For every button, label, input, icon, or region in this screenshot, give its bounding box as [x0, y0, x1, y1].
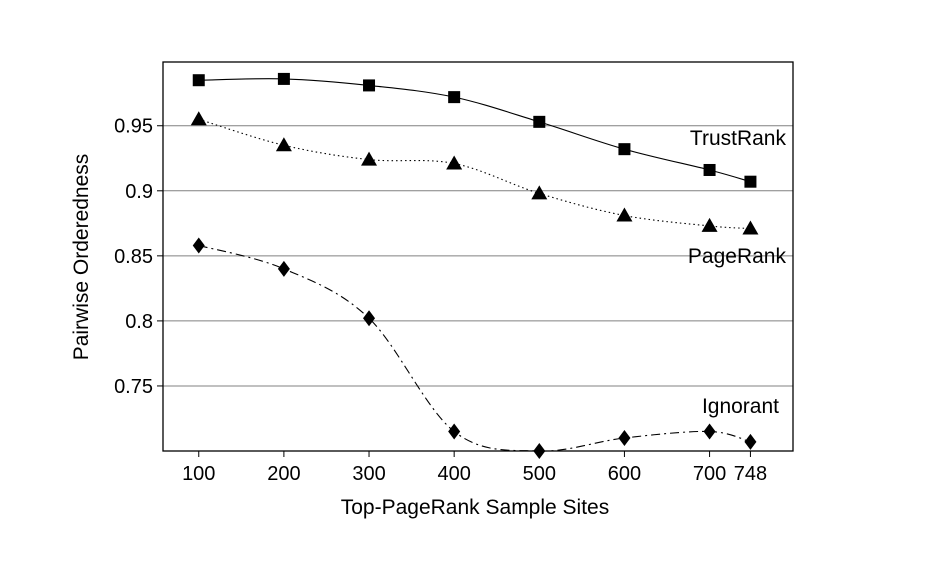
plot-area-border: [162, 61, 794, 452]
x-tick-label: 400: [437, 463, 470, 485]
y-tick-label: 0.95: [114, 116, 153, 138]
data-point-ignorant: [192, 237, 205, 254]
data-point-ignorant: [618, 429, 631, 446]
data-point-ignorant: [448, 423, 461, 440]
data-point-trustrank: [533, 115, 546, 128]
data-point-pagerank: [701, 217, 718, 232]
data-point-ignorant: [363, 310, 376, 327]
series-group: [190, 72, 759, 459]
data-point-pagerank: [616, 207, 633, 222]
y-axis-ticks: 0.75 0.8 0.85 0.9 0.95: [114, 116, 163, 398]
data-point-pagerank: [742, 220, 759, 235]
data-point-ignorant: [744, 433, 757, 450]
x-tick-label: 200: [267, 463, 300, 485]
series-label-pagerank: PageRank: [688, 245, 787, 268]
x-tick-label: 748: [734, 463, 767, 485]
data-point-trustrank: [703, 163, 716, 176]
x-tick-label: 100: [182, 463, 215, 485]
y-axis-title: Pairwise Orderedness: [70, 154, 93, 361]
data-point-pagerank: [361, 151, 378, 166]
x-axis-ticks: 100 200 300 400 500 600 700 748: [182, 451, 767, 485]
series-line-pagerank: [198, 118, 751, 230]
data-point-ignorant: [277, 260, 290, 277]
data-point-ignorant: [703, 423, 716, 440]
data-point-trustrank: [277, 72, 290, 85]
data-point-trustrank: [744, 175, 757, 188]
x-tick-label: 600: [608, 463, 641, 485]
data-point-trustrank: [192, 74, 205, 87]
gridlines: [163, 125, 793, 387]
x-axis-title: Top-PageRank Sample Sites: [341, 496, 609, 519]
series-label-ignorant: Ignorant: [702, 395, 779, 418]
data-point-trustrank: [618, 143, 631, 156]
data-point-trustrank: [448, 91, 461, 104]
data-point-trustrank: [363, 79, 376, 92]
data-point-pagerank: [446, 155, 463, 170]
data-point-pagerank: [275, 137, 292, 152]
series-label-trustrank: TrustRank: [690, 127, 787, 150]
y-tick-label: 0.75: [114, 376, 153, 398]
x-tick-label: 700: [693, 463, 726, 485]
x-tick-label: 500: [523, 463, 556, 485]
x-tick-label: 300: [352, 463, 385, 485]
data-point-pagerank: [531, 185, 548, 200]
y-tick-label: 0.85: [114, 246, 153, 268]
y-tick-label: 0.8: [125, 311, 153, 333]
series-line-ignorant: [198, 244, 751, 452]
y-tick-label: 0.9: [125, 181, 153, 203]
data-point-pagerank: [190, 111, 207, 126]
series-line-trustrank: [198, 78, 751, 183]
